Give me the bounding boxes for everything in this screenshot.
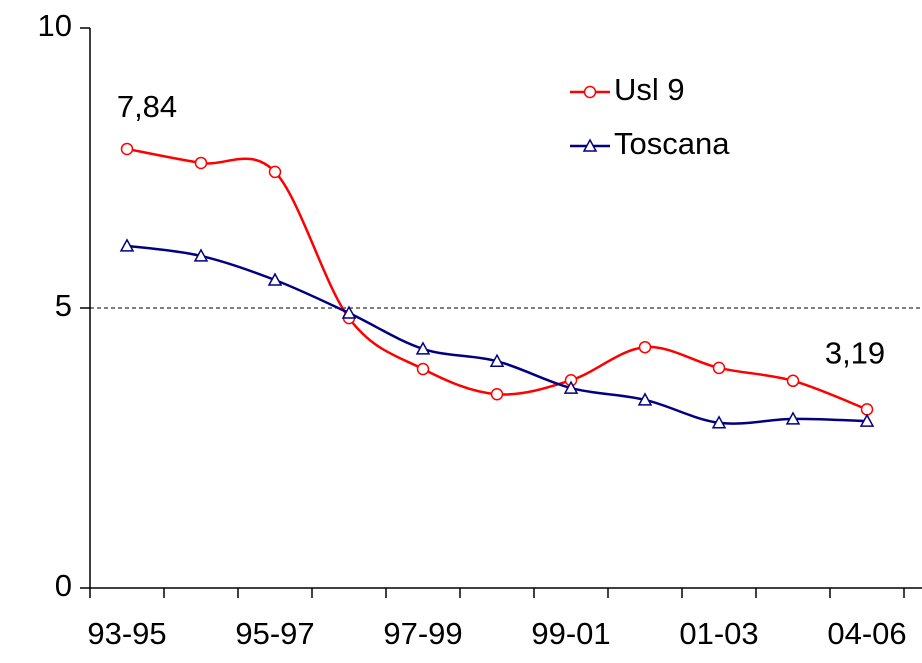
marker (194, 156, 208, 170)
legend-label: Toscana (614, 126, 730, 161)
data-label: 7,84 (117, 89, 177, 124)
marker (416, 362, 430, 376)
y-tick-label: 0 (55, 568, 72, 603)
x-tick-label: 97-99 (383, 616, 462, 651)
x-tick-label: 93-95 (87, 616, 166, 651)
x-tick-label: 99-01 (531, 616, 610, 651)
y-tick-label: 5 (55, 288, 72, 323)
marker (637, 392, 653, 406)
x-tick-label: 01-03 (679, 616, 758, 651)
marker (582, 138, 598, 152)
y-tick-label: 10 (38, 8, 72, 43)
marker (712, 361, 726, 375)
x-tick-label: 95-97 (235, 616, 314, 651)
marker (341, 305, 357, 319)
marker (859, 413, 875, 427)
marker (267, 272, 283, 286)
marker (785, 411, 801, 425)
x-tick-label: 04-06 (827, 616, 906, 651)
marker (638, 340, 652, 354)
marker (860, 403, 874, 416)
marker (119, 238, 135, 252)
data-label: 3,19 (825, 336, 885, 371)
marker (415, 341, 431, 355)
marker (583, 85, 597, 99)
legend-label: Usl 9 (614, 72, 685, 107)
marker (489, 353, 505, 367)
marker (193, 248, 209, 262)
series-line (126, 147, 868, 411)
marker (120, 142, 134, 156)
marker (563, 380, 579, 394)
marker (490, 387, 504, 401)
marker (268, 165, 282, 179)
marker (711, 415, 727, 429)
marker (786, 374, 800, 388)
